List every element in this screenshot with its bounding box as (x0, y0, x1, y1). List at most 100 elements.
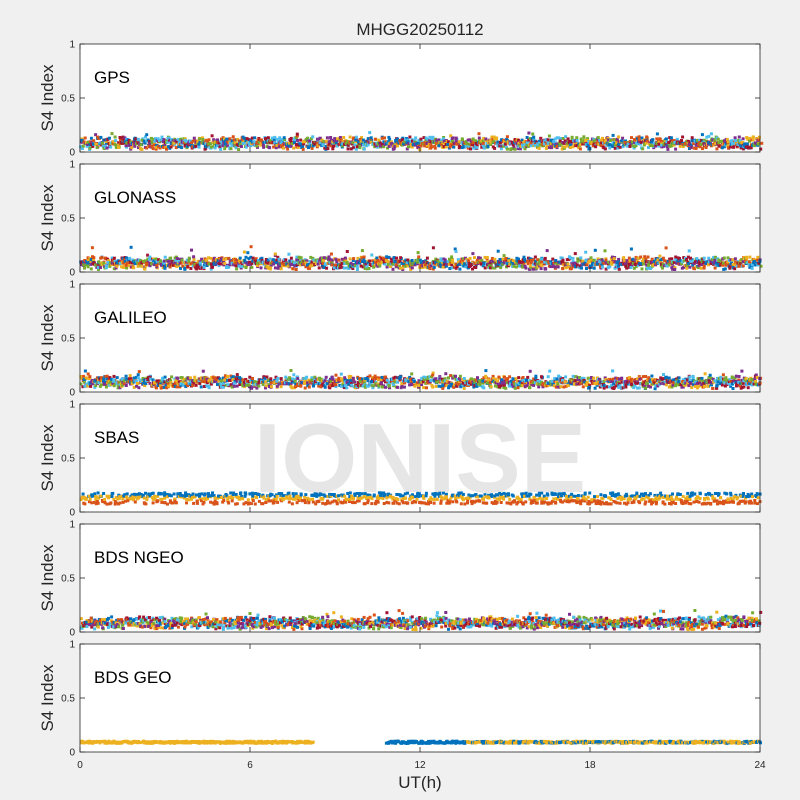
scatter-point (402, 142, 406, 146)
scatter-point (714, 264, 718, 268)
scatter-point (643, 384, 647, 388)
scatter-point (694, 380, 698, 384)
scatter-point (134, 375, 138, 379)
scatter-point (117, 146, 120, 149)
scatter-point (649, 144, 653, 148)
scatter-point (649, 267, 653, 270)
scatter-point (173, 139, 177, 143)
scatter-point (287, 141, 291, 145)
scatter-point (487, 378, 490, 382)
scatter-point (293, 379, 297, 383)
scatter-point (347, 267, 351, 270)
scatter-point (458, 380, 462, 384)
scatter-points (79, 131, 764, 152)
scatter-point (366, 379, 370, 383)
scatter-point (699, 378, 703, 382)
scatter-point (707, 378, 711, 382)
scatter-point (362, 255, 366, 259)
scatter-point (748, 145, 752, 149)
scatter-point (527, 381, 530, 385)
scatter-point (622, 258, 626, 262)
scatter-point (101, 141, 105, 145)
scatter-point (392, 257, 396, 261)
scatter-point (115, 264, 119, 268)
scatter-point (316, 137, 319, 141)
scatter-point (426, 378, 430, 382)
scatter-point (358, 144, 362, 148)
scatter-point (665, 379, 669, 383)
scatter-point (601, 136, 604, 140)
scatter-point (489, 385, 493, 389)
scatter-point (734, 260, 738, 264)
scatter-point (464, 145, 468, 149)
scatter-point (634, 265, 638, 269)
scatter-point (261, 143, 265, 147)
scatter-point (102, 261, 106, 265)
scatter-point (125, 261, 129, 265)
scatter-point (144, 382, 148, 386)
scatter-point (286, 264, 290, 268)
scatter-point (143, 267, 147, 271)
scatter-point (745, 255, 749, 259)
scatter-point (632, 266, 636, 270)
scatter-point (577, 146, 581, 150)
scatter-point (694, 143, 698, 147)
scatter-point (174, 378, 178, 382)
scatter-point (491, 266, 495, 270)
scatter-point (396, 385, 399, 389)
scatter-point (597, 143, 601, 146)
scatter-point (438, 377, 442, 381)
scatter-point (93, 385, 97, 389)
scatter-point (743, 142, 747, 146)
scatter-point (648, 380, 652, 384)
scatter-point (247, 138, 251, 142)
scatter-point (716, 380, 720, 384)
scatter-point (315, 141, 319, 145)
scatter-point (444, 264, 448, 268)
scatter-point (212, 142, 216, 146)
scatter-point (721, 139, 725, 143)
scatter-point (630, 384, 634, 388)
scatter-point (95, 265, 99, 269)
scatter-point (685, 264, 689, 268)
scatter-point (681, 380, 685, 383)
scatter-point (688, 147, 691, 150)
scatter-point (148, 375, 152, 379)
scatter-point (253, 380, 257, 384)
scatter-point (284, 375, 288, 379)
scatter-point (480, 260, 484, 264)
scatter-point (219, 147, 223, 151)
scatter-point (391, 262, 395, 266)
scatter-point (578, 376, 581, 379)
scatter-point (547, 134, 551, 138)
scatter-point (308, 142, 312, 146)
scatter-point (198, 137, 201, 141)
scatter-point (307, 263, 311, 266)
panel-label: GLONASS (94, 188, 176, 207)
scatter-point (313, 380, 317, 384)
scatter-point (148, 264, 152, 267)
scatter-point (197, 142, 201, 146)
scatter-point (636, 386, 639, 390)
scatter-point (279, 385, 283, 389)
scatter-point (409, 382, 413, 386)
scatter-point (242, 136, 246, 140)
scatter-point (407, 145, 410, 149)
scatter-point (385, 378, 389, 382)
scatter-point (341, 142, 345, 146)
scatter-point (385, 265, 389, 269)
scatter-point (442, 145, 446, 148)
scatter-point (513, 386, 517, 390)
scatter-point (589, 264, 592, 268)
scatter-point (331, 258, 335, 262)
scatter-point (737, 138, 741, 142)
scatter-point (604, 378, 608, 381)
scatter-point (309, 264, 313, 268)
scatter-point (671, 267, 675, 271)
scatter-point (175, 257, 179, 260)
scatter-point (418, 258, 422, 262)
scatter-point (334, 382, 338, 386)
scatter-point (751, 135, 755, 139)
scatter-point (114, 143, 118, 147)
scatter-point (532, 377, 536, 381)
